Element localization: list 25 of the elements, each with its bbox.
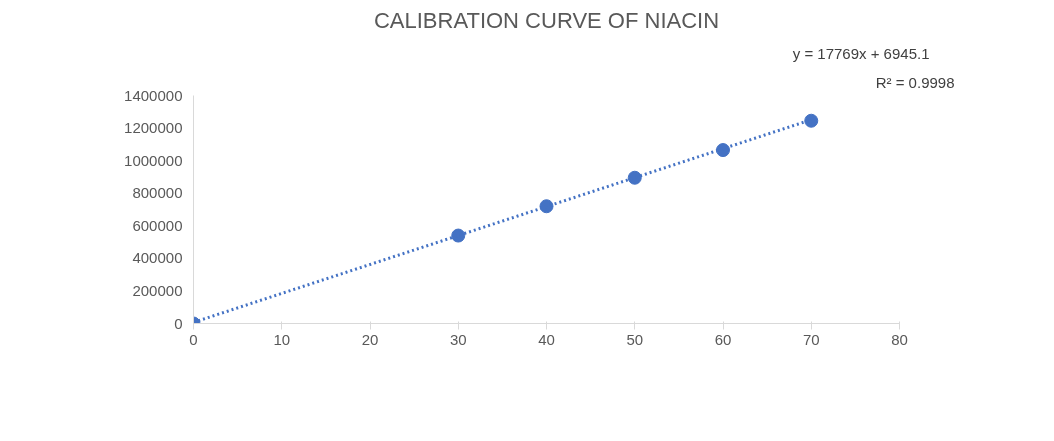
y-tick-label: 1400000 <box>124 86 183 104</box>
x-tick-label: 80 <box>891 330 908 348</box>
y-tick-label: 1000000 <box>124 151 183 169</box>
x-tick-label: 70 <box>802 330 820 348</box>
point <box>451 228 466 243</box>
x-tick-label: 60 <box>714 330 732 348</box>
point <box>804 113 819 128</box>
x-tick-label: 50 <box>626 330 644 348</box>
y-tick-label: 0 <box>174 314 183 332</box>
y-tick-label: 600000 <box>132 216 183 234</box>
y-tick-label: 400000 <box>132 249 183 267</box>
y-tick-label: 200000 <box>132 281 183 299</box>
x-tick-label: 30 <box>449 330 467 348</box>
y-tick-label: 1200000 <box>124 119 183 137</box>
point <box>539 199 554 214</box>
point <box>627 170 642 185</box>
x-tick-label: 20 <box>361 330 379 348</box>
y-tick-label: 800000 <box>132 184 183 202</box>
x-tick-label: 0 <box>189 330 198 348</box>
chart-title: CALIBRATION CURVE OF NIACIN <box>373 7 720 33</box>
text: R² = 0.9998 <box>875 73 955 91</box>
point <box>716 143 730 158</box>
x-tick-label: 40 <box>538 330 555 348</box>
x-tick-label: 10 <box>273 330 291 348</box>
text: y = 17769x + 6945.1 <box>792 44 930 62</box>
